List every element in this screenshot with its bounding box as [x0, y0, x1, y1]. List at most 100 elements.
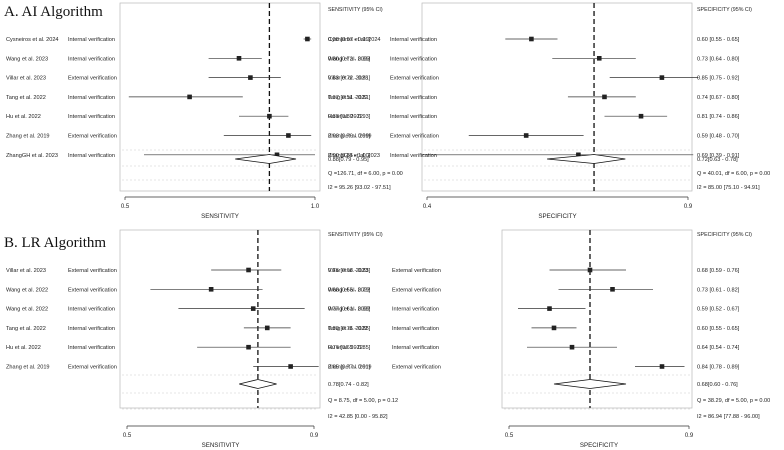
- panel-1-pooled-diamond: [235, 154, 297, 164]
- panel-1-estimate-label: 0.83 [0.72 - 0.91]: [328, 76, 371, 82]
- panel-1-verification-type: Internal verification: [68, 153, 115, 159]
- panel-1-study-name: Villar et al. 2023: [6, 76, 46, 82]
- panel-2-point-estimate: [523, 133, 529, 138]
- panel-3-study-name: Hu et al. 2022: [6, 345, 41, 351]
- panel-4-q-statistic: Q = 38.29, df = 5.00, p = 0.00: [697, 398, 770, 404]
- panel-1-estimate-label: 0.88 [0.80 - 0.93]: [328, 114, 371, 120]
- panel-4-point-estimate: [610, 287, 615, 292]
- panel-3-pooled-label: 0.78[0.74 - 0.82]: [328, 382, 369, 388]
- panel-3-x-axis-title: SENSITIVITY: [202, 442, 240, 449]
- panel-1-q-statistic: Q =126.71, df = 6.00, p = 0.00: [328, 171, 403, 177]
- panel-3-study-name: Wang et al. 2022: [6, 307, 48, 313]
- panel-3-point-estimate: [288, 364, 293, 369]
- panel-3-estimate-label: 0.85 [0.77 - 0.91]: [328, 365, 371, 371]
- panel-2-study-name: ZhangGH et al. 2023: [328, 153, 380, 159]
- panel-3-point-estimate: [246, 344, 251, 350]
- panel-1-column-header: SENSITIVITY (95% CI): [328, 7, 383, 13]
- panel-3-pooled-diamond: [239, 379, 277, 389]
- panel-2-column-header: SPECIFICITY (95% CI): [697, 7, 752, 13]
- panel-1-verification-type: External verification: [68, 76, 117, 82]
- panel-1-point-estimate: [274, 152, 280, 158]
- panel-2-point-estimate: [576, 152, 581, 158]
- panel-3-verification-type: External verification: [68, 365, 117, 371]
- panel-2-study-name: Cysneiros et al. 2024: [328, 37, 381, 43]
- panel-1-study-name: Zhang et al. 2019: [6, 134, 50, 140]
- panel-4-x-tick-label: 0.9: [685, 433, 694, 439]
- panel-4-study-name: Hu et al. 2022: [328, 345, 363, 351]
- panel-1-study-name: ZhangGH et al. 2023: [6, 153, 58, 159]
- panel-2-study-name: Tang et al. 2022: [328, 95, 368, 101]
- panel-1-estimate-label: 0.80 [0.72 - 0.86]: [328, 56, 371, 62]
- panel-4-study-name: Zhang et al. 2019: [328, 365, 372, 371]
- panel-1-estimate-label: 0.98 [0.97 - 0.99]: [328, 37, 371, 43]
- panel-4-pooled-label: 0.68[0.60 - 0.76]: [697, 382, 738, 388]
- panel-1-x-tick-label: 1.0: [311, 204, 320, 210]
- panel-1-point-estimate: [248, 75, 253, 80]
- panel-1-verification-type: Internal verification: [68, 95, 115, 101]
- panel-2-point-estimate: [659, 75, 665, 80]
- panel-2-x-tick-label: 0.9: [684, 204, 693, 210]
- panel-2-estimate-label: 0.59 [0.48 - 0.70]: [697, 134, 740, 140]
- panel-4-point-estimate: [659, 364, 665, 369]
- panel-2-verification-type: External verification: [390, 134, 439, 140]
- panel-4-estimate-label: 0.84 [0.78 - 0.89]: [697, 365, 740, 371]
- panel-2-estimate-label: 0.81 [0.74 - 0.86]: [697, 114, 740, 120]
- panel-3-estimate-label: 0.77 [0.61 - 0.88]: [328, 307, 371, 313]
- panel-1-verification-type: Internal verification: [68, 37, 115, 43]
- panel-1-verification-type: Internal verification: [68, 56, 115, 62]
- panel-2-verification-type: Internal verification: [390, 114, 437, 120]
- panel-1-pooled-label: 0.88[0.79 - 0.95]: [328, 157, 369, 163]
- panel-3-x-tick-label: 0.9: [310, 433, 319, 439]
- panel-2-estimate-label: 0.85 [0.75 - 0.92]: [697, 76, 740, 82]
- panel-2-verification-type: Internal verification: [390, 153, 437, 159]
- panel-3-estimate-label: 0.76 [0.65 - 0.85]: [328, 345, 371, 351]
- panel-3-point-estimate: [264, 325, 270, 331]
- panel-1-point-estimate: [236, 56, 242, 61]
- panel-1-point-estimate: [187, 94, 192, 100]
- panel-1-verification-type: Internal verification: [68, 114, 115, 120]
- panel-4-point-estimate: [551, 325, 557, 331]
- panel-1-study-name: Tang et al. 2022: [6, 95, 46, 101]
- panel-1-study-name: Wang et al. 2023: [6, 56, 48, 62]
- panel-3-point-estimate: [246, 267, 251, 273]
- panel-3-estimate-label: 0.76 [0.68 - 0.83]: [328, 268, 371, 274]
- panel-4-estimate-label: 0.73 [0.61 - 0.82]: [697, 287, 740, 293]
- panel-2-pooled-label: 0.72[0.63 - 0.78]: [697, 157, 738, 163]
- panel-3-verification-type: Internal verification: [68, 307, 115, 313]
- panel-2-estimate-label: 0.69 [0.39 - 0.91]: [697, 153, 740, 159]
- panel-4-x-tick-label: 0.5: [505, 433, 514, 439]
- section-title-lr: B. LR Algorithm: [4, 235, 106, 251]
- panel-2-point-estimate: [602, 94, 607, 100]
- panel-1-study-name: Cysneiros et al. 2024: [6, 37, 59, 43]
- panel-3-study-name: Tang et al. 2022: [6, 326, 46, 332]
- panel-4-verification-type: Internal verification: [392, 345, 439, 351]
- panel-1-estimate-label: 0.93 [0.76 - 0.99]: [328, 134, 371, 140]
- panel-4-estimate-label: 0.64 [0.54 - 0.74]: [697, 345, 740, 351]
- panel-4-estimate-label: 0.68 [0.59 - 0.76]: [697, 268, 740, 274]
- panel-3-verification-type: External verification: [68, 287, 117, 293]
- panel-4-study-name: Wang et al. 2022: [328, 307, 370, 313]
- panel-4-verification-type: Internal verification: [392, 326, 439, 332]
- panel-4-study-name: Villar et al. 2023: [328, 268, 368, 274]
- panel-4-i2-statistic: I2 = 86.94 [77.88 - 96.00]: [697, 414, 760, 420]
- panel-2-q-statistic: Q = 40.01, df = 6.00, p = 0.00: [697, 171, 770, 177]
- panel-1-study-name: Hu et al. 2022: [6, 114, 41, 120]
- panel-2-point-estimate: [529, 36, 534, 42]
- panel-1-point-estimate: [267, 113, 272, 119]
- panel-4-x-axis-title: SPECIFICITY: [580, 442, 618, 449]
- panel-3-column-header: SENSITIVITY (95% CI): [328, 232, 383, 238]
- panel-2-pooled-diamond: [547, 154, 626, 164]
- panel-1-x-tick-label: 0.5: [121, 204, 130, 210]
- panel-4-plot-frame: [501, 229, 693, 409]
- panel-1-plot-frame: [119, 2, 321, 192]
- panel-3-verification-type: Internal verification: [68, 345, 115, 351]
- panel-4-column-header: SPECIFICITY (95% CI): [697, 232, 752, 238]
- panel-2-study-name: Wang et al. 2023: [328, 56, 370, 62]
- panel-4-point-estimate: [569, 344, 575, 350]
- panel-2-study-name: Villar et al. 2023: [328, 76, 368, 82]
- panel-3-study-name: Villar et al. 2023: [6, 268, 46, 274]
- panel-3-verification-type: External verification: [68, 268, 117, 274]
- panel-3-x-tick-label: 0.5: [123, 433, 132, 439]
- panel-2-point-estimate: [638, 113, 644, 119]
